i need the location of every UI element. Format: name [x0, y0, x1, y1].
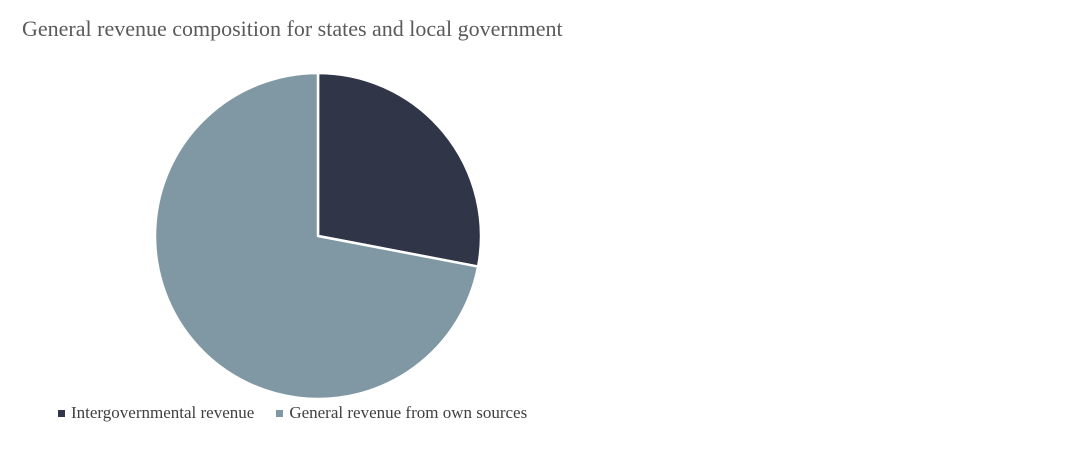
chart-title: General revenue composition for states a…	[22, 16, 563, 41]
legend-swatch-intergovernmental	[58, 409, 65, 417]
legend-swatch-own-sources	[276, 409, 284, 417]
pie-slice-intergovernmental	[316, 71, 483, 268]
legend-label-intergovernmental: Intergovernmental revenue	[71, 403, 255, 422]
legend-item-intergovernmental: Intergovernmental revenue	[58, 403, 254, 423]
legend-label-own-sources: General revenue from own sources	[289, 403, 528, 422]
pie-slice-own-sources	[153, 71, 480, 401]
legend-item-own-sources: General revenue from own sources	[276, 403, 527, 423]
legend: Intergovernmental revenue General revenu…	[58, 403, 549, 423]
